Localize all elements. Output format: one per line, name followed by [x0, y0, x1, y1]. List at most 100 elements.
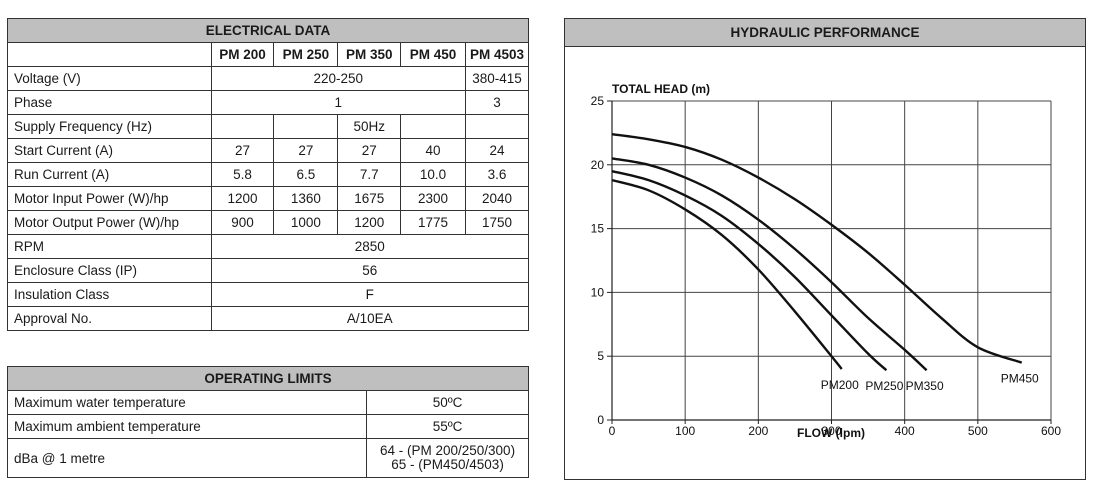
- series-line-pm350: [611, 157, 928, 372]
- x-tick-label: 600: [1041, 424, 1061, 438]
- cell-value: 220-250: [210, 66, 466, 91]
- chart-title: HYDRAULIC PERFORMANCE: [565, 19, 1085, 47]
- cell-value: 56: [210, 258, 530, 283]
- cell-value: 10.0: [400, 162, 466, 187]
- row-label: Enclosure Class (IP): [7, 258, 212, 283]
- row-label: Motor Input Power (W)/hp: [7, 186, 212, 211]
- cell-value: 27: [273, 138, 339, 163]
- cell-value: 1750: [464, 210, 530, 235]
- table-row: Approval No. A/10EA: [7, 306, 530, 331]
- cell-value: 1200: [210, 186, 275, 211]
- x-tick-label: 0: [609, 424, 616, 438]
- table-row: Insulation Class F: [7, 282, 530, 307]
- table-row: Maximum ambient temperature 55ºC: [6, 414, 529, 439]
- series-line-pm200: [611, 178, 843, 370]
- chart-series: PM200 PM250 PM350 PM450: [611, 132, 1039, 393]
- cell-value: 1675: [337, 186, 402, 211]
- row-label: Phase: [7, 90, 212, 115]
- chart-axes: 0 100 200 300 400 500 600 0 5 10 15 20 25: [591, 94, 1062, 438]
- x-tick-label: 100: [675, 424, 695, 438]
- series-label-pm350: PM350: [906, 379, 944, 393]
- series-label-pm450: PM450: [1001, 372, 1039, 386]
- row-label: Maximum water temperature: [6, 390, 368, 415]
- electrical-title: ELECTRICAL DATA: [7, 18, 529, 43]
- cell-value: 380-415: [464, 66, 530, 91]
- row-label: Motor Output Power (W)/hp: [7, 210, 212, 235]
- cell-value: 1: [210, 90, 466, 115]
- y-tick-label: 10: [591, 285, 605, 299]
- row-label: Run Current (A): [7, 162, 212, 187]
- cell-value: 64 - (PM 200/250/300) 65 - (PM450/4503): [366, 438, 529, 478]
- row-label: Start Current (A): [7, 138, 212, 163]
- y-tick-label: 20: [591, 158, 605, 172]
- cell-value: 1775: [400, 210, 466, 235]
- cell-value: 1360: [273, 186, 339, 211]
- row-label: Supply Frequency (Hz): [7, 114, 212, 139]
- cell-value: 24: [464, 138, 530, 163]
- series-line-pm250: [611, 170, 888, 372]
- series-label-pm250: PM250: [865, 379, 903, 393]
- row-label: Maximum ambient temperature: [6, 414, 368, 439]
- cell-value: F: [210, 282, 530, 307]
- empty-cell: [273, 114, 339, 139]
- y-tick-label: 25: [591, 94, 605, 108]
- operating-limits-title: OPERATING LIMITS: [7, 366, 529, 391]
- cell-value: 1000: [273, 210, 339, 235]
- table-row: Run Current (A) 5.8 6.5 7.7 10.0 3.6: [7, 162, 530, 187]
- cell-value: 5.8: [210, 162, 275, 187]
- cell-value: 27: [210, 138, 275, 163]
- hydraulic-performance-chart: 0 100 200 300 400 500 600 0 5 10 15 20 25 PM200 PM250…: [591, 82, 1062, 440]
- table-row: RPM 2850: [7, 234, 530, 259]
- electrical-data-table: ELECTRICAL DATA PM 200 PM 250 PM 350 PM …: [7, 18, 530, 331]
- x-tick-label: 300: [821, 424, 841, 438]
- y-tick-label: 0: [597, 413, 604, 427]
- y-tick-label: 5: [597, 349, 604, 363]
- x-axis-label: FLOW (lpm): [797, 426, 865, 440]
- table-row: Enclosure Class (IP) 56: [7, 258, 530, 283]
- cell-value: 50ºC: [366, 390, 529, 415]
- table-row: Phase 1 3: [7, 90, 530, 115]
- table-row: Maximum water temperature 50ºC: [6, 390, 529, 415]
- cell-value: 55ºC: [366, 414, 529, 439]
- x-tick-label: 200: [748, 424, 768, 438]
- cell-value: 900: [210, 210, 275, 235]
- row-label: Voltage (V): [7, 66, 212, 91]
- cell-value: 2850: [210, 234, 530, 259]
- cell-value: 2300: [400, 186, 466, 211]
- dba-line-1: 64 - (PM 200/250/300): [379, 443, 516, 458]
- table-row: Motor Input Power (W)/hp 1200 1360 1675 …: [7, 186, 530, 211]
- table-row: dBa @ 1 metre 64 - (PM 200/250/300) 65 -…: [6, 438, 529, 478]
- cell-value: 50Hz: [337, 114, 402, 139]
- series-line-pm450: [611, 132, 1023, 364]
- row-label: Insulation Class: [7, 282, 212, 307]
- cell-value: 3.6: [464, 162, 530, 187]
- corner-cell: [7, 42, 212, 67]
- cell-value: 6.5: [273, 162, 339, 187]
- dba-line-2: 65 - (PM450/4503): [391, 457, 504, 472]
- table-row: Voltage (V) 220-250 380-415: [7, 66, 530, 91]
- x-tick-label: 500: [968, 424, 988, 438]
- cell-value: 1200: [337, 210, 402, 235]
- cell-value: 7.7: [337, 162, 402, 187]
- y-axis-label: TOTAL HEAD (m): [612, 82, 710, 96]
- row-label: Approval No.: [7, 306, 212, 331]
- row-label: dBa @ 1 metre: [6, 438, 368, 478]
- cell-value: 40: [400, 138, 466, 163]
- column-header: PM 450: [400, 42, 466, 67]
- hydraulic-performance-panel: HYDRAULIC PERFORMANCE 0 100 200 300 400 500 60…: [564, 18, 1086, 480]
- y-tick-label: 15: [591, 222, 605, 236]
- table-row: Supply Frequency (Hz) 50Hz: [7, 114, 530, 139]
- column-header: PM 250: [273, 42, 339, 67]
- cell-value: 27: [337, 138, 402, 163]
- chart-grid: [612, 100, 1052, 420]
- operating-limits-table: OPERATING LIMITS Maximum water temperatu…: [6, 366, 529, 478]
- series-label-pm200: PM200: [821, 378, 859, 392]
- row-label: RPM: [7, 234, 212, 259]
- table-row: Motor Output Power (W)/hp 900 1000 1200 …: [7, 210, 530, 235]
- cell-value: 2040: [464, 186, 530, 211]
- column-header: PM 350: [337, 42, 402, 67]
- empty-cell: [464, 114, 530, 139]
- empty-cell: [210, 114, 275, 139]
- cell-value: A/10EA: [210, 306, 530, 331]
- table-row: Start Current (A) 27 27 27 40 24: [7, 138, 530, 163]
